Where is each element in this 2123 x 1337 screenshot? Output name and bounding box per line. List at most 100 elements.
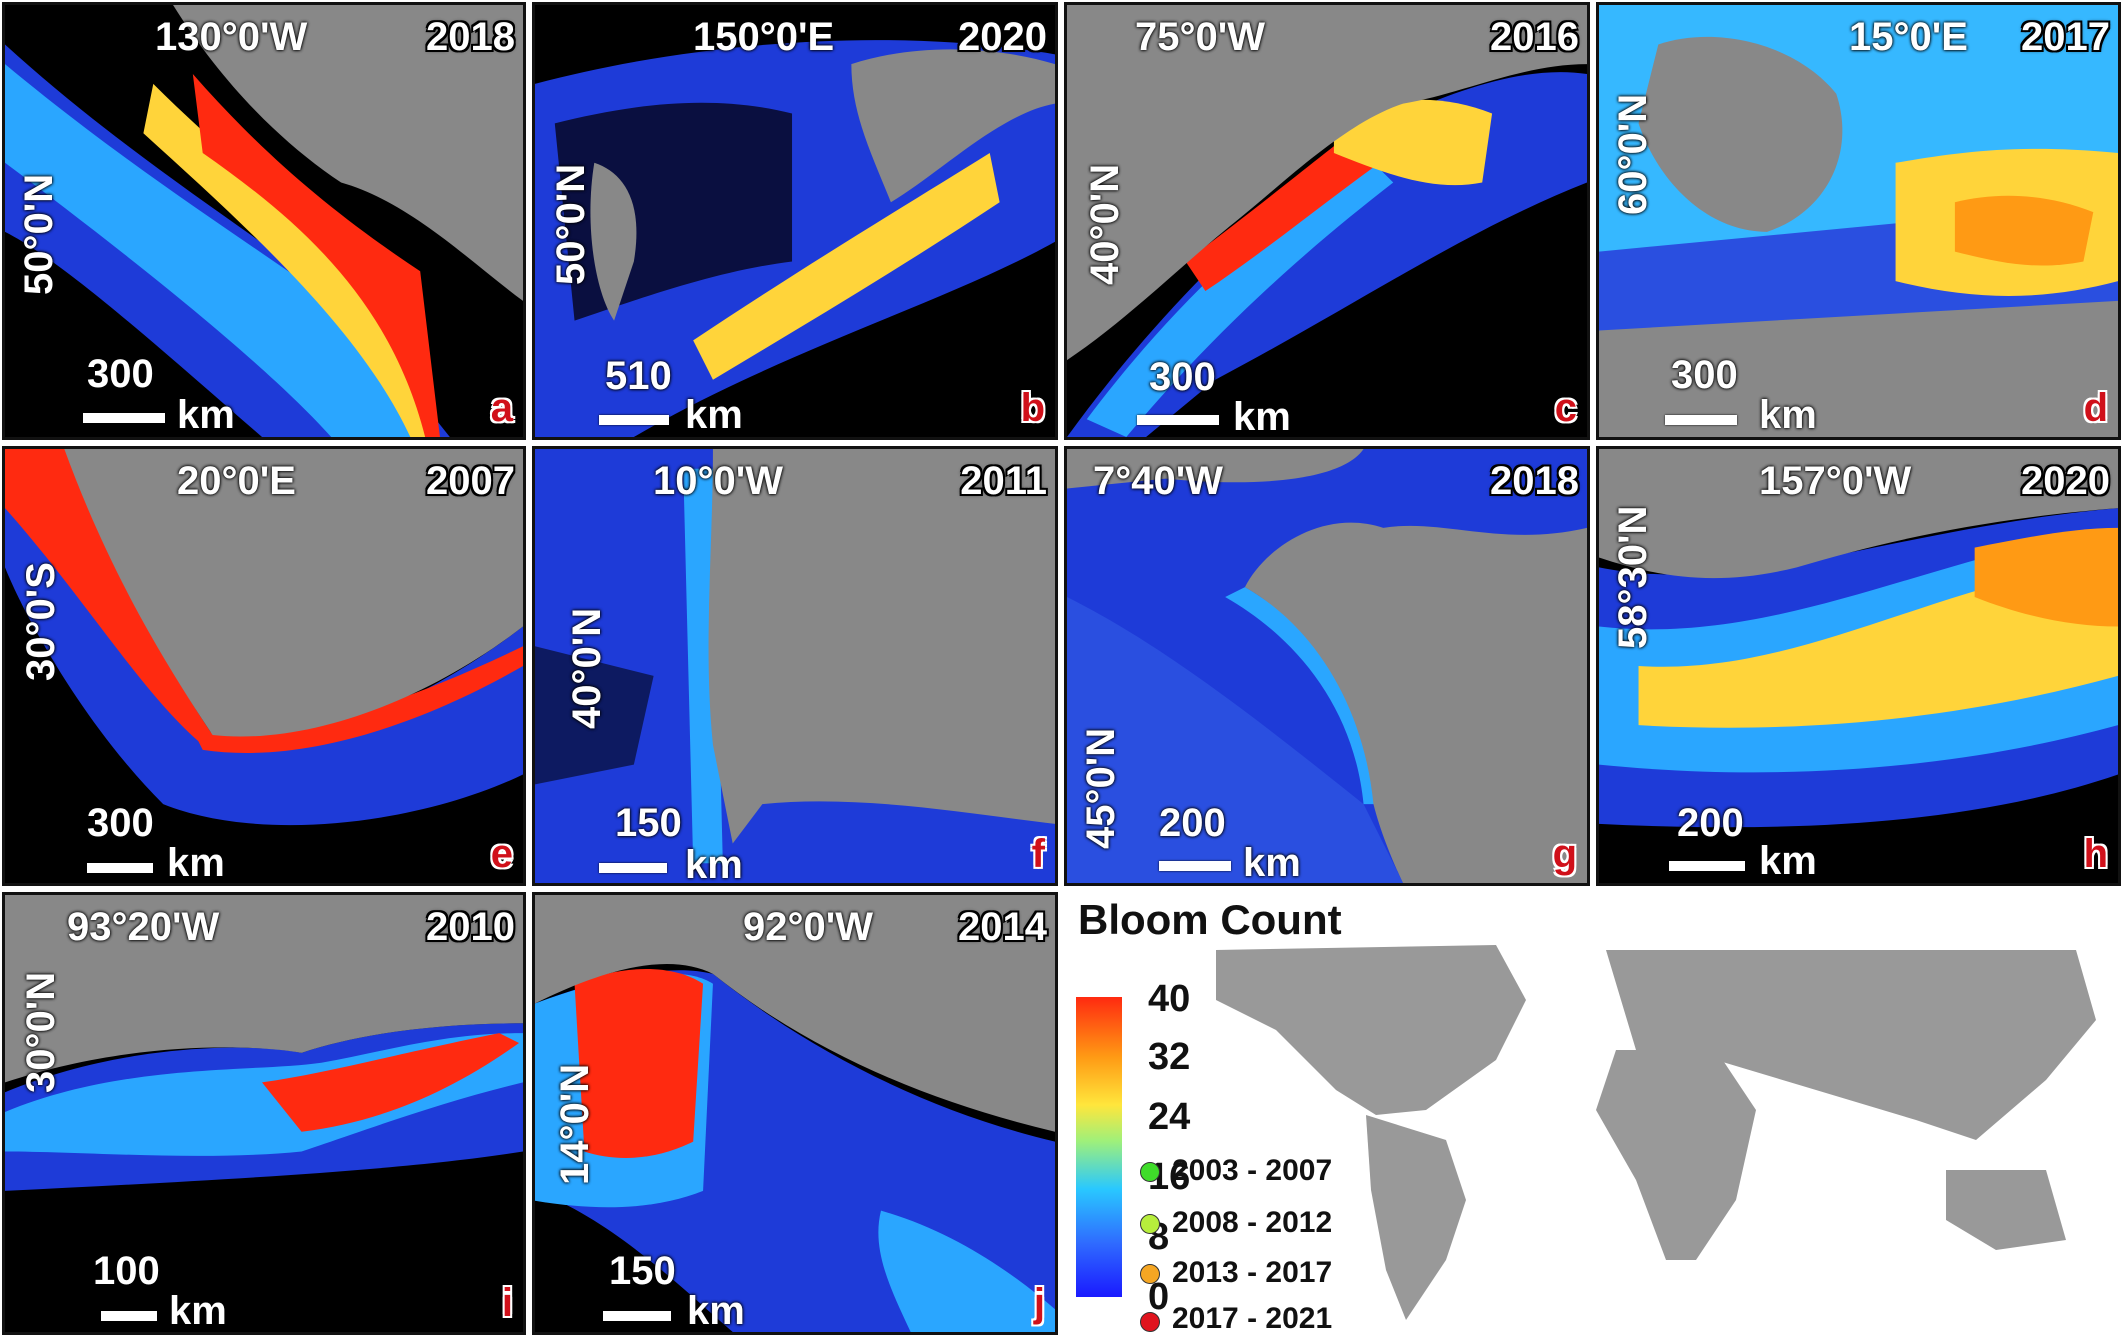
period-dot-2017-2021 — [1140, 1312, 1160, 1332]
year-label: 2010 — [426, 905, 515, 949]
panel-letter: f — [1031, 832, 1045, 876]
bloom-map-i — [5, 895, 523, 1332]
longitude-label: 10°0'W — [653, 459, 783, 503]
scale-bar — [1669, 861, 1745, 871]
panel-letter: c — [1554, 386, 1577, 430]
bloom-map-f — [535, 449, 1055, 883]
panel-letter: b — [1020, 386, 1045, 430]
longitude-label: 157°0'W — [1759, 459, 1912, 503]
map-panel-f: 10°0'W 2011 40°0'N 150 km f — [532, 446, 1058, 886]
scale-bar — [599, 415, 669, 425]
year-label: 2018 — [1490, 459, 1579, 503]
latitude-label: 50°0'N — [549, 163, 593, 285]
scale-unit: km — [685, 843, 743, 886]
colorbar-tick: 40 — [1148, 978, 1191, 1020]
bloom-map-c — [1067, 5, 1587, 437]
scale-value: 300 — [87, 352, 154, 396]
legend-title: Bloom Count — [1078, 896, 1342, 943]
year-label: 2017 — [2021, 15, 2110, 59]
map-panel-g: 7°40'W 2018 45°0'N 200 km g — [1064, 446, 1590, 886]
panel-letter: g — [1552, 832, 1577, 876]
scale-bar — [87, 863, 153, 873]
panel-letter: j — [1033, 1281, 1045, 1325]
period-dot-2013-2017 — [1140, 1264, 1160, 1284]
scale-value: 200 — [1677, 801, 1744, 845]
bloom-map-j — [535, 895, 1055, 1332]
bloom-map-d — [1599, 5, 2118, 437]
scale-unit: km — [1759, 839, 1817, 883]
period-dot-2003-2007 — [1140, 1162, 1160, 1182]
latitude-label: 30°0'N — [19, 971, 63, 1093]
period-dot-2008-2012 — [1140, 1214, 1160, 1234]
scale-unit: km — [177, 393, 235, 437]
scale-value: 100 — [93, 1249, 160, 1293]
map-panel-c: 75°0'W 2016 40°0'N 300 km c — [1064, 2, 1590, 440]
scale-value: 300 — [87, 801, 154, 845]
map-panel-a: 130°0'W 2018 50°0'N 300 km a — [2, 2, 526, 440]
panel-letter: e — [490, 832, 513, 876]
scale-bar — [1665, 415, 1737, 425]
colorbar-tick: 32 — [1148, 1036, 1191, 1078]
scale-bar — [603, 1311, 671, 1321]
year-label: 2020 — [2021, 459, 2110, 503]
latitude-label: 30°0'S — [19, 562, 63, 681]
scale-value: 510 — [605, 354, 672, 398]
year-label: 2018 — [426, 15, 515, 59]
period-label: 2003 - 2007 — [1172, 1154, 1333, 1187]
longitude-label: 150°0'E — [693, 15, 835, 59]
scale-bar — [101, 1311, 157, 1321]
year-label: 2007 — [426, 459, 515, 503]
year-label: 2011 — [960, 459, 1047, 503]
longitude-label: 20°0'E — [177, 459, 296, 503]
period-label: 2013 - 2017 — [1172, 1256, 1333, 1289]
longitude-label: 7°40'W — [1093, 459, 1223, 503]
scale-bar — [599, 863, 667, 873]
map-panel-i: 93°20'W 2010 30°0'N 100 km i — [2, 892, 526, 1335]
colorbar-tick: 24 — [1148, 1096, 1191, 1138]
latitude-label: 40°0'N — [565, 607, 609, 729]
scale-bar — [83, 413, 165, 423]
panel-letter: h — [2083, 832, 2108, 876]
scale-bar — [1137, 415, 1219, 425]
map-panel-h: 157°0'W 2020 58°30'N 200 km h — [1596, 446, 2121, 886]
map-panel-j: 92°0'W 2014 14°0'N 150 km j — [532, 892, 1058, 1335]
longitude-label: 93°20'W — [67, 905, 220, 949]
map-panel-d: 15°0'E 2017 60°0'N 300 km d — [1596, 2, 2121, 440]
longitude-label: 92°0'W — [743, 905, 873, 949]
year-label: 2014 — [958, 905, 1047, 949]
scale-value: 200 — [1159, 801, 1226, 845]
year-label: 2020 — [958, 15, 1047, 59]
colorbar — [1076, 997, 1122, 1297]
scale-unit: km — [1243, 841, 1301, 885]
latitude-label: 45°0'N — [1079, 727, 1123, 849]
bloom-map-a — [5, 5, 523, 437]
scale-unit: km — [1759, 393, 1817, 437]
panel-letter: a — [490, 386, 513, 430]
latitude-label: 50°0'N — [17, 173, 61, 295]
scale-unit: km — [685, 393, 743, 437]
colorbar-tick: 0 — [1148, 1276, 1170, 1318]
scale-unit: km — [687, 1289, 745, 1333]
bloom-map-b — [535, 5, 1055, 437]
scale-value: 300 — [1149, 355, 1216, 399]
latitude-label: 58°30'N — [1611, 505, 1655, 649]
map-panel-b: 150°0'E 2020 50°0'N 510 km b — [532, 2, 1058, 440]
latitude-label: 40°0'N — [1083, 163, 1127, 285]
bloom-map-h — [1599, 449, 2118, 883]
longitude-label: 75°0'W — [1135, 15, 1265, 59]
panel-letter: d — [2083, 386, 2108, 430]
scale-value: 150 — [609, 1249, 676, 1293]
longitude-label: 15°0'E — [1849, 15, 1968, 59]
scale-unit: km — [167, 841, 225, 885]
period-label: 2008 - 2012 — [1172, 1206, 1333, 1239]
scale-value: 300 — [1671, 353, 1738, 397]
bloom-map-g — [1067, 449, 1587, 883]
scale-value: 150 — [615, 801, 682, 845]
scale-unit: km — [169, 1289, 227, 1333]
scale-bar — [1159, 861, 1231, 871]
panel-letter: i — [501, 1281, 513, 1325]
latitude-label: 60°0'N — [1611, 93, 1655, 215]
scale-unit: km — [1233, 395, 1291, 439]
period-label: 2017 - 2021 — [1172, 1302, 1333, 1335]
longitude-label: 130°0'W — [155, 15, 308, 59]
